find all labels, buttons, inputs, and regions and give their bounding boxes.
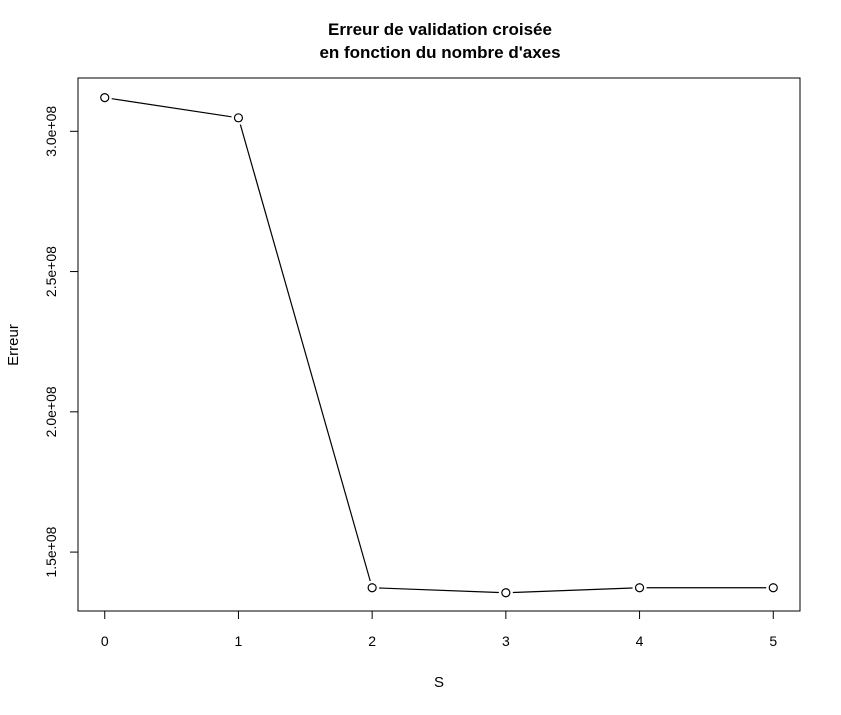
data-point	[501, 588, 511, 598]
data-point	[768, 583, 778, 593]
x-tick-label: 0	[101, 633, 109, 649]
chart-title-line-2: en fonction du nombre d'axes	[319, 43, 560, 62]
x-tick-label: 1	[235, 633, 243, 649]
y-tick-label: 1.5e+08	[43, 526, 59, 577]
data-point	[100, 93, 110, 103]
plot-box	[77, 77, 801, 612]
x-tick-label: 4	[636, 633, 644, 649]
x-tick-label: 3	[502, 633, 510, 649]
x-axis: 0 1 2 3 4 5	[101, 610, 777, 649]
x-tick-label: 5	[769, 633, 777, 649]
series-segment	[111, 98, 232, 118]
x-axis-label: S	[434, 674, 444, 691]
series-segment	[512, 587, 633, 594]
data-point	[233, 113, 244, 123]
y-tick-label: 2.0e+08	[43, 386, 59, 437]
y-axis-label: Erreur	[5, 324, 22, 366]
series-segment	[379, 587, 499, 594]
y-axis: 1.5e+08 2.0e+08 2.5e+08 3.0e+08	[43, 106, 79, 578]
x-tick-label: 2	[368, 633, 376, 649]
data-point	[634, 583, 645, 593]
data-point	[367, 583, 377, 593]
chart-title-line-1: Erreur de validation croisée	[328, 20, 552, 39]
series-segment	[239, 124, 371, 582]
y-tick-label: 3.0e+08	[43, 106, 59, 157]
y-tick-label: 2.5e+08	[43, 246, 59, 297]
series-group	[100, 93, 778, 598]
